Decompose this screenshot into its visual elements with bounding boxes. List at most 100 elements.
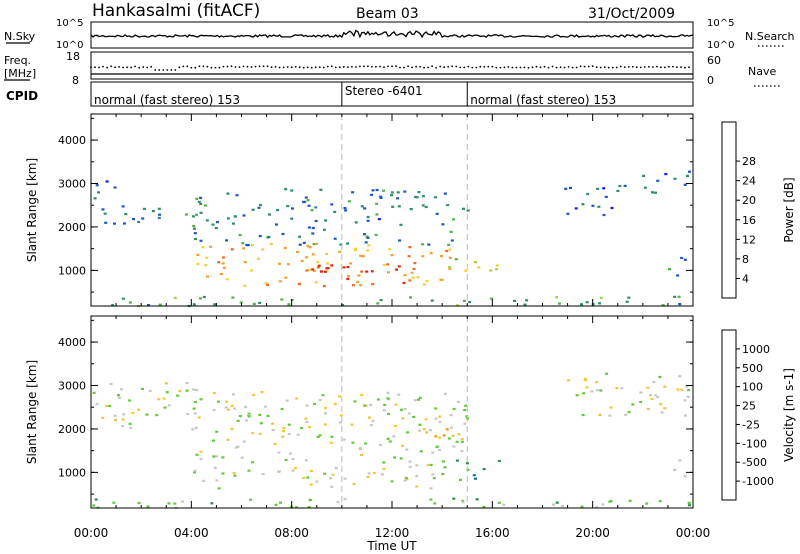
echo-cell [231,296,235,299]
echo-cell [462,299,466,302]
echo-cell [215,430,219,433]
echo-cell [121,425,125,428]
echo-cell [386,437,390,440]
echo-cell [375,213,379,216]
echo-cell [591,303,595,306]
echo-cell [296,433,300,436]
echo-cell [291,458,295,461]
echo-cell [443,392,447,395]
nave-dot [342,66,345,68]
echo-cell [278,262,281,265]
x-tick-label: 00:00 [74,526,109,540]
nave-dot [511,66,514,69]
nave-dot [359,65,361,68]
echo-cell [352,483,356,486]
echo-cell [258,235,262,238]
echo-cell [374,233,378,236]
echo-cell [304,459,308,462]
echo-cell [403,274,407,277]
echo-cell [312,243,316,246]
echo-cell [363,207,367,210]
echo-cell [216,400,220,403]
echo-cell [141,217,145,220]
nave-dot [595,66,598,68]
echo-cell [351,284,355,287]
echo-cell [410,271,414,274]
echo-cell [357,274,361,277]
echo-cell [302,241,306,244]
echo-cell [656,179,660,182]
echo-cell [683,475,687,478]
freq-unit: [MHz] [4,67,36,80]
echo-cell [212,409,216,412]
echo-cell [290,217,294,220]
echo-cell [424,205,428,209]
echo-cell [307,506,311,509]
nave-dot [660,66,662,69]
nave-dot [375,65,377,68]
echo-cell [192,407,196,410]
echo-cell [646,407,650,411]
echo-cell [232,472,236,475]
echo-cell [557,302,561,305]
echo-cell [199,211,203,214]
x-tick-label: 08:00 [274,526,309,540]
echo-cell [202,479,206,482]
echo-cell [403,407,407,411]
echo-cell [323,423,327,426]
echo-cell [305,269,309,272]
echo-cell [654,394,658,397]
echo-cell [390,194,393,197]
echo-cell [386,397,390,400]
echo-cell [305,420,309,424]
echo-cell [450,239,454,242]
nave-dot [278,66,281,69]
echo-cell [424,418,428,421]
echo-cell [157,207,161,210]
nave-dot [150,66,153,68]
nave-dot [668,65,670,68]
echo-cell [422,428,426,431]
nave-dot [242,65,245,68]
echo-cell [206,275,209,278]
nave-dot [547,66,550,69]
echo-cell [280,298,284,301]
echo-cell [466,209,470,212]
echo-cell [408,279,412,282]
echo-cell [585,386,589,389]
echo-cell [250,244,254,247]
echo-cell [369,424,373,427]
nave-dot [411,66,413,69]
echo-cell [668,268,671,271]
colorbar-tick-label: -100 [742,437,767,450]
echo-cell [318,398,322,402]
echo-cell [257,257,260,260]
echo-cell [398,239,402,242]
nsky-tick-bottom: 10^0 [56,40,83,51]
echo-cell [199,196,203,199]
echo-cell [466,468,470,471]
echo-cell [314,219,318,223]
echo-cell [209,245,213,248]
echo-cell [193,412,197,415]
nave-dot [338,66,341,69]
nave-dot [238,66,241,68]
x-tick-label: 04:00 [174,526,209,540]
echo-cell [367,244,371,247]
echo-cell [353,400,357,403]
nave-dot [403,66,405,69]
nave-dot [539,66,542,69]
nave-dot [190,66,193,69]
echo-cell [462,207,465,210]
nave-dot [166,69,169,71]
echo-cell [176,394,180,397]
echo-cell [324,412,328,415]
echo-cell [395,268,398,271]
echo-cell [242,247,246,250]
echo-cell [341,304,345,307]
echo-cell [241,242,245,245]
nave-dot [142,66,145,68]
echo-cell [268,213,271,216]
echo-cell [651,191,654,194]
echo-cell [225,400,229,403]
